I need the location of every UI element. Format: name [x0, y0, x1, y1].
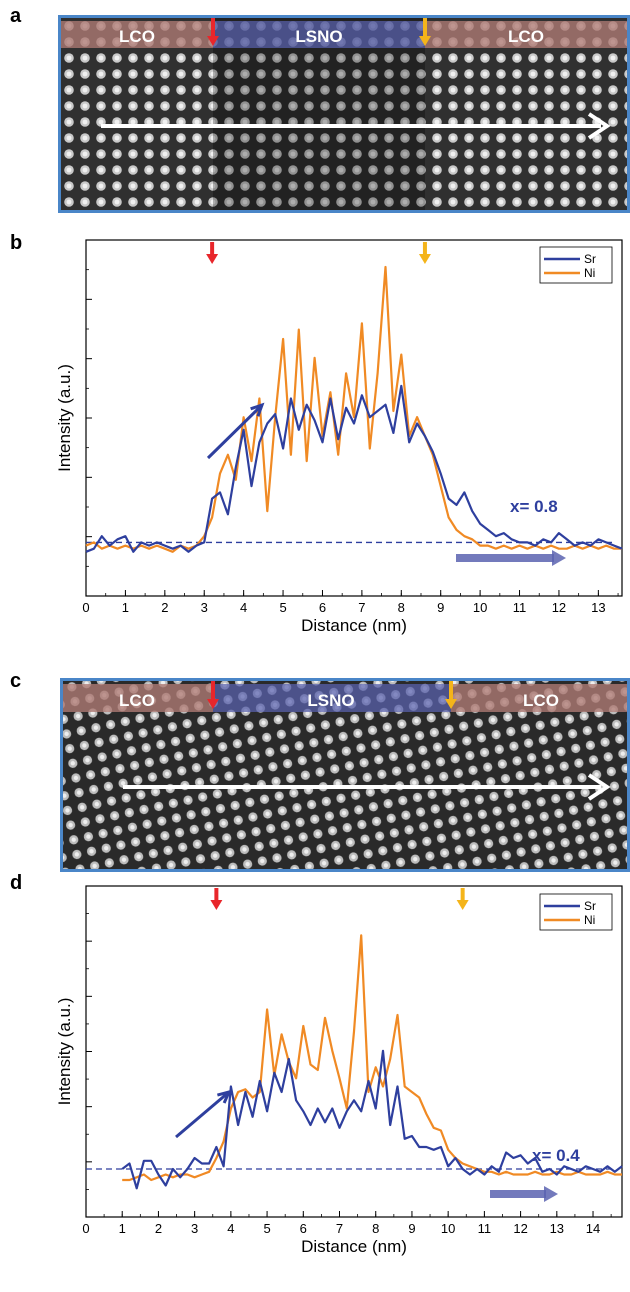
plateau-arrow — [490, 1186, 558, 1202]
atomic-lattice — [61, 18, 627, 210]
lsno-band — [213, 684, 451, 712]
panel-letter-b: b — [10, 232, 23, 254]
x-tick-label: 1 — [122, 600, 129, 615]
x-tick-label: 3 — [201, 600, 208, 615]
x-tick-label: 10 — [441, 1221, 455, 1236]
lco-band-right — [425, 21, 627, 48]
red-interface-marker — [210, 888, 223, 910]
lsno-band — [213, 21, 425, 48]
x-tick-label: 11 — [513, 600, 527, 615]
panel-letter-d: d — [10, 872, 23, 894]
series-line-ni — [85, 265, 622, 553]
lsno-darkening — [213, 18, 425, 210]
x-tick-label: 5 — [279, 600, 286, 615]
legend-label-ni: Ni — [584, 266, 595, 280]
legend-label-sr: Sr — [584, 899, 596, 913]
series-line-ni — [122, 934, 622, 1182]
x-tick-label: 4 — [240, 600, 247, 615]
panel-letter-a: a — [10, 5, 22, 27]
composition-annotation: x= 0.4 — [532, 1146, 580, 1165]
x-tick-label: 6 — [300, 1221, 307, 1236]
plateau-arrow — [456, 550, 566, 566]
x-tick-label: 8 — [398, 600, 405, 615]
x-tick-label: 12 — [552, 600, 566, 615]
red-interface-marker — [206, 242, 219, 264]
stem-image-c: LCO LSNO LCO — [60, 678, 630, 872]
trend-arrow — [175, 1090, 230, 1139]
yellow-interface-marker — [456, 888, 469, 910]
x-tick-label: 9 — [437, 600, 444, 615]
x-tick-label: 3 — [191, 1221, 198, 1236]
x-tick-label: 2 — [161, 600, 168, 615]
region-label-lco-left: LCO — [119, 691, 155, 710]
x-tick-label: 2 — [155, 1221, 162, 1236]
x-tick-label: 14 — [586, 1221, 600, 1236]
x-tick-label: 0 — [82, 600, 89, 615]
x-tick-label: 1 — [119, 1221, 126, 1236]
lco-band-left — [61, 21, 213, 48]
legend-label-ni: Ni — [584, 913, 595, 927]
region-label-lsno: LSNO — [295, 27, 342, 46]
x-tick-label: 6 — [319, 600, 326, 615]
yellow-interface-marker — [419, 18, 431, 46]
scan-direction-arrow — [101, 112, 611, 140]
x-tick-label: 12 — [513, 1221, 527, 1236]
trend-arrow-head — [250, 402, 265, 417]
y-axis-label: Intensity (a.u.) — [55, 364, 74, 472]
trend-arrow-head — [217, 1089, 232, 1104]
stem-image-a: LCO LSNO LCO — [58, 15, 630, 213]
scan-direction-arrow — [123, 773, 611, 801]
x-tick-label: 8 — [372, 1221, 379, 1236]
lco-band-left — [63, 684, 213, 712]
red-interface-marker — [207, 681, 219, 709]
y-axis-label: Intensity (a.u.) — [55, 998, 74, 1106]
legend-label-sr: Sr — [584, 252, 596, 266]
x-tick-label: 0 — [82, 1221, 89, 1236]
x-tick-label: 5 — [263, 1221, 270, 1236]
x-tick-label: 7 — [336, 1221, 343, 1236]
x-tick-label: 11 — [478, 1221, 492, 1236]
region-label-lsno: LSNO — [307, 691, 354, 710]
series-line-sr — [121, 1049, 623, 1190]
atomic-lattice — [63, 681, 627, 869]
yellow-interface-marker — [418, 242, 431, 264]
lco-band-right — [451, 684, 627, 712]
region-label-lco-right: LCO — [508, 27, 544, 46]
plot-frame — [85, 885, 623, 1218]
composition-annotation: x= 0.8 — [510, 497, 558, 516]
trend-arrow — [206, 403, 264, 460]
x-tick-label: 10 — [473, 600, 487, 615]
red-interface-marker — [207, 18, 219, 46]
x-tick-label: 9 — [408, 1221, 415, 1236]
region-label-lco-left: LCO — [119, 27, 155, 46]
x-axis-label: Distance (nm) — [301, 616, 407, 635]
yellow-interface-marker — [445, 681, 457, 709]
x-tick-label: 4 — [227, 1221, 234, 1236]
region-label-lco-right: LCO — [523, 691, 559, 710]
x-tick-label: 13 — [591, 600, 605, 615]
panel-letter-c: c — [10, 670, 22, 692]
series-line-sr — [85, 384, 623, 553]
x-tick-label: 13 — [550, 1221, 564, 1236]
x-axis-label: Distance (nm) — [301, 1237, 407, 1256]
x-tick-label: 7 — [358, 600, 365, 615]
